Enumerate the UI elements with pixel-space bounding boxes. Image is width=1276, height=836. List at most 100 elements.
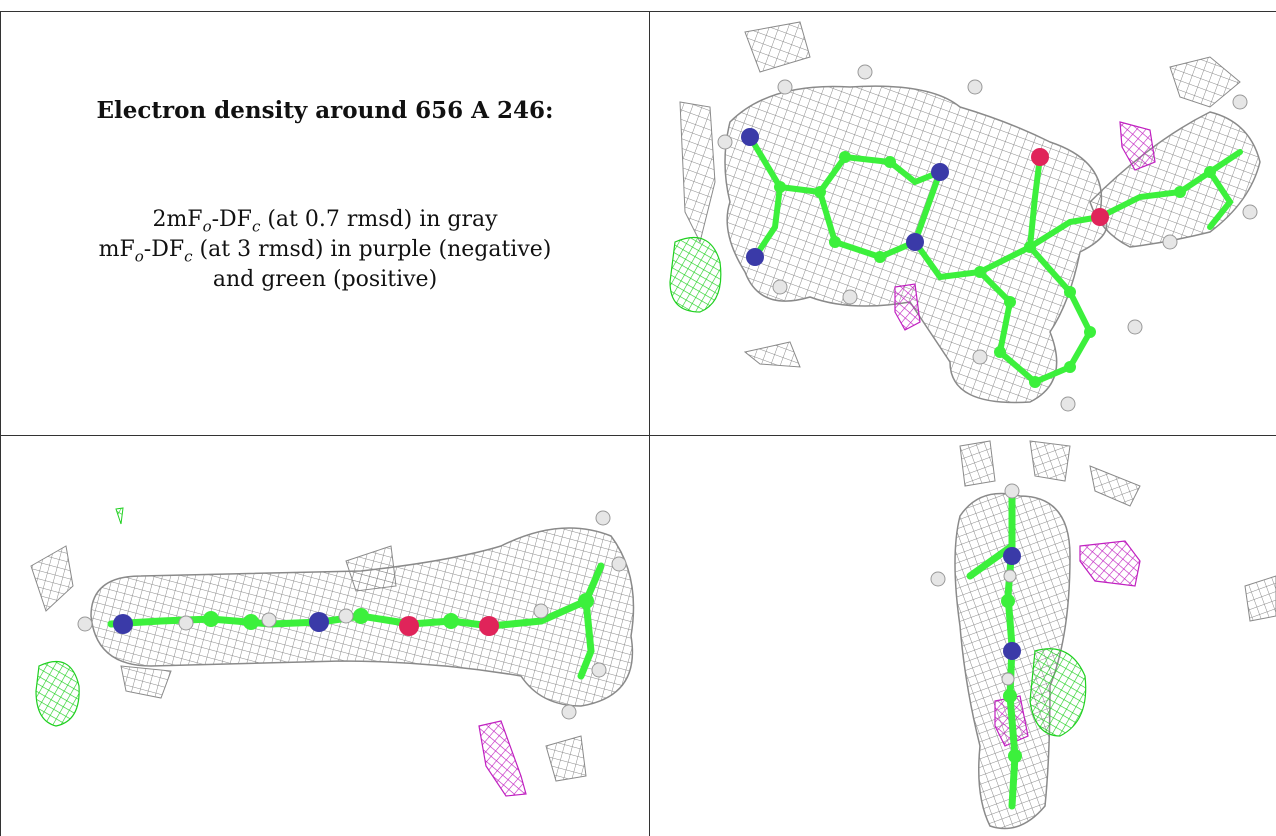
hydrogen-atom [1060,396,1076,412]
oxygen-atom [1031,148,1049,166]
carbon-atom [994,346,1006,358]
green-positive-density [1029,648,1087,737]
nitrogen-atom [309,612,329,632]
nitrogen-atom [1003,547,1021,565]
gray-fragment [679,101,716,244]
green-positive-density [115,507,124,525]
density-panel-top-right [669,21,1261,412]
carbon-atom [578,593,594,609]
density-panel-bottom-right [930,440,1276,830]
gray-fragment [959,440,996,487]
carbon-atom [1064,286,1076,298]
table-border-center [649,11,650,836]
green-positive-density [35,661,80,727]
table-border-left [0,11,1,836]
purple-negative-density [1079,540,1141,587]
ligand-atoms [77,510,627,720]
line1-suffix: (at 0.7 rmsd) in gray [260,207,498,232]
purple-negative-density [1119,121,1156,171]
carbon-atom [814,186,826,198]
nitrogen-atom [1003,642,1021,660]
table-border-top [0,11,1276,12]
density-panel-bottom-left [30,507,635,797]
carbon-atom [974,266,986,278]
purple-negative-density [478,720,527,797]
carbon-atom [1084,326,1096,338]
hydrogen-atom [967,79,983,95]
hydrogen-atom [533,603,549,619]
hydrogen-atom [595,510,611,526]
carbon-atom [1004,296,1016,308]
hydrogen-atom [1003,569,1017,583]
hydrogen-atom [857,64,873,80]
gray-fragment [120,665,172,699]
hydrogen-atom [178,615,194,631]
oxygen-atom [479,616,499,636]
hydrogen-atom [1001,672,1015,686]
carbon-atom [1204,166,1216,178]
line1-prefix: 2mF [152,207,203,232]
caption-line-mfo: mFo-DFc (at 3 rmsd) in purple (negative) [1,237,649,265]
gray-fragment [743,341,801,368]
carbon-atom [1024,241,1036,253]
gray-fragment [545,735,587,782]
caption-cell: Electron density around 656 A 246: 2mFo-… [1,11,649,435]
carbon-atom [1008,749,1022,763]
hydrogen-atom [261,612,277,628]
nitrogen-atom [113,614,133,634]
hydrogen-atom [1004,483,1020,499]
carbon-atom [443,613,459,629]
purple-negative-density [894,283,921,331]
oxygen-atom [399,616,419,636]
caption-line-green: and green (positive) [212,267,438,292]
hydrogen-atom [717,134,733,150]
oxygen-atom [1091,208,1109,226]
hydrogen-atom [77,616,93,632]
line2-suffix: (at 3 rmsd) in purple (negative) [192,237,552,262]
carbon-atom [884,156,896,168]
ligand-bonds [747,134,1243,386]
hydrogen-atom [611,556,627,572]
hydrogen-atom [591,662,607,678]
gray-fragment [744,21,811,73]
hydrogen-atom [338,608,354,624]
nitrogen-atom [746,248,764,266]
hydrogen-atom [1162,234,1178,250]
green-positive-density [669,236,722,313]
ligand-atoms [930,483,1022,763]
hydrogen-atom [561,704,577,720]
line2-sub-o: o [134,247,144,266]
hydrogen-atom [842,289,858,305]
carbon-atom [203,611,219,627]
ligand-atoms [717,64,1258,412]
line2-prefix: mF [98,237,135,262]
hydrogen-atom [930,571,946,587]
caption-line-2mfo: 2mFo-DFc (at 0.7 rmsd) in gray [1,207,649,235]
nitrogen-atom [931,163,949,181]
hydrogen-atom [1242,204,1258,220]
carbon-atom [874,251,886,263]
carbon-atom [353,608,369,624]
carbon-atom [1174,186,1186,198]
hydrogen-atom [1232,94,1248,110]
gray-fragment [30,545,74,612]
hydrogen-atom [777,79,793,95]
line1-sub-c: c [251,217,261,236]
hydrogen-atom [972,349,988,365]
carbon-atom [1001,594,1015,608]
line2-sub-c: c [184,247,193,266]
gray-fragment [345,545,397,592]
line2-mid: -DF [143,237,185,262]
gray-density-tail [1089,111,1261,248]
hydrogen-atom [1127,319,1143,335]
carbon-atom [1064,361,1076,373]
carbon-atom [839,151,851,163]
line1-sub-o: o [202,217,212,236]
gray-fragment [1029,440,1071,482]
carbon-atom [829,236,841,248]
table-border-middle [0,435,1276,436]
hydrogen-atom [772,279,788,295]
carbon-atom [1029,376,1041,388]
gray-fragment [1169,56,1241,108]
